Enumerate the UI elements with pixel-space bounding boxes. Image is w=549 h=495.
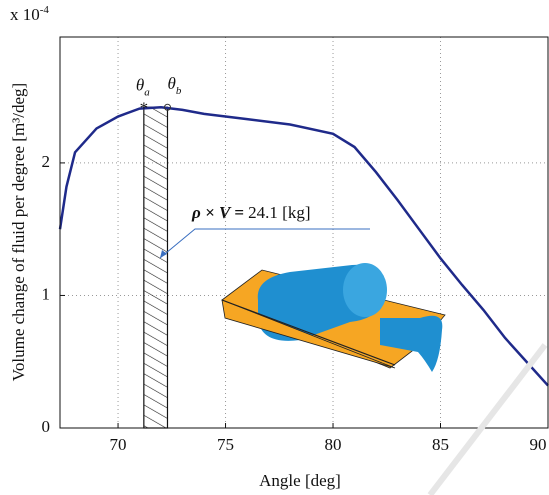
y-multiplier: x 10-4: [10, 4, 49, 24]
x-tick-label: 85: [432, 435, 449, 454]
x-tick-label: 70: [110, 435, 127, 454]
marker-symbol: θ: [136, 75, 144, 94]
leader-line: [159, 228, 370, 259]
y-tick-label: 2: [42, 152, 51, 171]
marker-sub: b: [176, 85, 182, 97]
marker-star: *: [140, 98, 149, 117]
multiplier-base: x 10: [10, 5, 40, 24]
x-axis-label: Angle [deg]: [259, 471, 341, 490]
plot-border: [59, 36, 549, 429]
marker-sub: a: [144, 86, 150, 98]
marker-symbol: θ: [167, 74, 175, 93]
marker-circle: [163, 103, 171, 111]
annotation-rhs: 24.1 [kg]: [248, 203, 310, 222]
marker-label: θa: [136, 75, 150, 98]
annotation: ρ × V = 24.1 [kg]: [191, 203, 311, 222]
illustration: [221, 263, 446, 372]
data-line: [58, 105, 549, 387]
plot-area: [60, 37, 548, 428]
x-tick-label: 80: [325, 435, 342, 454]
x-tick-label: 90: [530, 435, 547, 454]
multiplier-exp: -4: [40, 4, 50, 16]
y-tick-label: 1: [42, 284, 51, 303]
marker-label: θb: [167, 74, 181, 97]
x-tick-label: 75: [217, 435, 234, 454]
annotation-lhs: ρ × V =: [191, 203, 244, 222]
y-axis-label: Volume change of fluid per degree [m³/de…: [9, 83, 28, 381]
shaded-region: [143, 106, 169, 429]
watermark: [427, 343, 548, 495]
arrow-head: [160, 250, 167, 258]
y-tick-label: 0: [42, 417, 51, 436]
